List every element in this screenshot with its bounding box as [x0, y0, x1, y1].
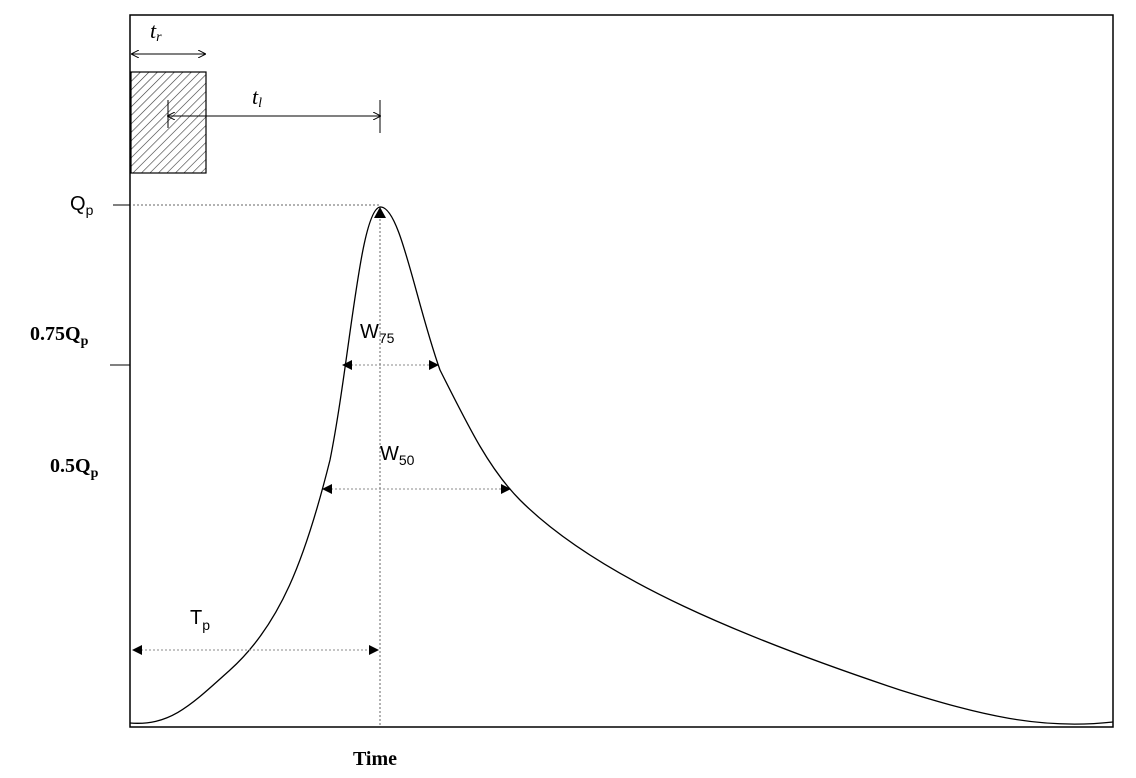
frame	[129, 14, 1114, 728]
tr-label: tr	[150, 18, 162, 45]
x-axis-label: Time	[353, 748, 397, 770]
w75-label: W75	[360, 321, 395, 346]
tp-label: Tp	[190, 607, 210, 633]
q75-label: 0.75Qp	[30, 323, 89, 349]
w50-label: W50	[380, 443, 415, 468]
peak-marker	[374, 207, 386, 218]
q50-label: 0.5Qp	[50, 455, 99, 481]
hydrograph-curve	[129, 206, 1114, 725]
qp-label: Qp	[70, 193, 94, 218]
tl-label: tl	[252, 84, 262, 111]
